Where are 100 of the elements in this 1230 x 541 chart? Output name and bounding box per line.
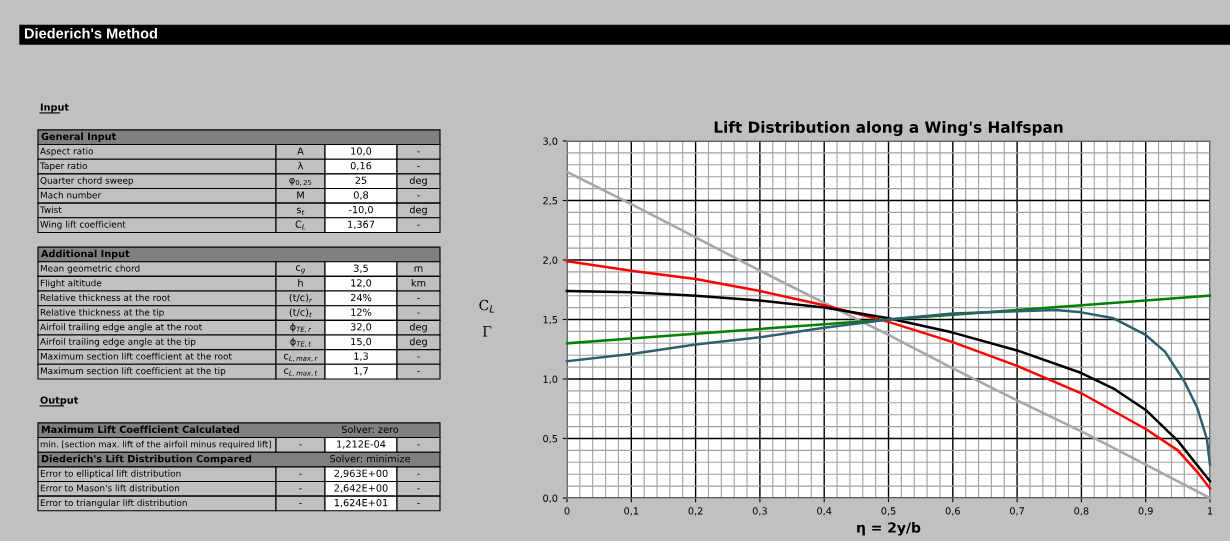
text: Relative thickness at the root: [40, 294, 171, 301]
text: φ$_{0,25}$: [289, 178, 312, 186]
text: Twist: [39, 206, 62, 214]
x-tick-label: 0,4: [817, 507, 832, 516]
text: Maximum Lift Coefficient Calculated: [41, 425, 240, 434]
text: Input: [40, 103, 69, 113]
x-tick-label: 0,3: [752, 507, 767, 516]
y-tick-label: 1,0: [543, 375, 558, 384]
text: (t/c)$_{r}$: [289, 293, 313, 303]
text: m: [414, 266, 423, 272]
text: 24%: [350, 293, 372, 302]
text: 2,963E+00: [334, 469, 388, 478]
x-tick-label: 0,7: [1010, 507, 1024, 516]
text: Aspect ratio: [40, 147, 94, 157]
text: -: [417, 371, 420, 373]
y-tick-label: 3,0: [543, 137, 558, 146]
text: -: [417, 224, 420, 226]
text: c$_{L,max,t}$: [284, 368, 318, 377]
text: C$_{L}$ Γ: [479, 299, 495, 337]
text: min. [section max. lift of the airfoil minus required lift]: [40, 440, 271, 449]
text: Maximum section lift coefficient at the tip: [40, 367, 226, 376]
text: deg: [409, 322, 427, 333]
text: km: [411, 279, 426, 287]
text: Wing lift coefficient: [40, 220, 126, 230]
text: -: [299, 503, 302, 504]
chart-title: Lift Distribution along a Wing's Halfspan: [714, 121, 1063, 136]
text: 1,367: [348, 220, 375, 229]
text: Airfoil trailing edge angle at the root: [40, 323, 202, 332]
text: Diederich's Lift Distribution Compared: [41, 454, 252, 465]
text: -: [417, 356, 420, 358]
text: Error to triangular lift distribution: [40, 499, 187, 508]
text: Diederich's Method: [24, 27, 157, 39]
x-tick-label: 1: [1207, 507, 1213, 515]
line-series: [565, 308, 1212, 466]
y-tick-label: 0,0: [543, 494, 558, 503]
text: Quarter chord sweep: [40, 176, 134, 186]
text: ϕ$_{TE,t}$: [290, 337, 312, 348]
text: 1,624E+01: [334, 498, 388, 508]
x-tick-label: 0,1: [624, 507, 639, 516]
text: Airfoil trailing edge angle at the tip: [40, 338, 196, 347]
text: -: [417, 312, 420, 314]
text: -: [417, 298, 420, 299]
text: Maximum section lift coefficient at the root: [40, 352, 232, 360]
text: Error to elliptical lift distribution: [40, 469, 181, 479]
y-tick-label: 2,5: [543, 196, 558, 206]
text: Solver: zero: [341, 425, 399, 434]
x-tick-label: 0: [564, 507, 570, 515]
text: -: [299, 444, 302, 446]
text: -: [417, 151, 420, 153]
text: Error to Mason's lift distribution: [40, 484, 180, 492]
text: 12,0: [351, 279, 372, 288]
text: -: [299, 488, 302, 490]
text: Mean geometric chord: [40, 264, 140, 274]
text: Relative thickness at the tip: [40, 308, 164, 318]
text: -: [417, 488, 420, 490]
text: A: [297, 147, 304, 155]
text: -: [299, 473, 302, 475]
x-tick-label: 0,6: [945, 507, 960, 516]
text: General Input: [41, 132, 117, 142]
text: c$_{L,max,r}$: [283, 353, 318, 362]
y-tick-label: 1,5: [543, 316, 558, 325]
text: deg: [409, 176, 427, 186]
text: h: [298, 279, 303, 287]
text: ϕ$_{TE,r}$: [290, 322, 312, 333]
text: Mach number: [40, 191, 102, 199]
text: (t/c)$_{t}$: [289, 308, 312, 318]
text: C$_{L}$: [295, 220, 306, 230]
x-tick-label: 0,8: [1074, 507, 1089, 516]
text: 1,3: [354, 352, 368, 361]
text: 25: [355, 176, 367, 184]
text: 15,0: [351, 337, 372, 347]
text: -: [417, 473, 420, 475]
text: -10,0: [348, 205, 373, 215]
text: 1,212E-04: [337, 440, 386, 449]
text: 2,642E+00: [334, 484, 388, 493]
text: 12%: [351, 308, 372, 316]
text: Taper ratio: [39, 162, 88, 171]
y-tick-label: 2,0: [543, 256, 558, 265]
text: Additional Input: [41, 249, 130, 260]
text: c$_{g}$: [295, 265, 305, 274]
text: 32,0: [350, 323, 372, 332]
text: -: [417, 166, 420, 167]
text: Output: [40, 396, 79, 406]
text: deg: [409, 205, 427, 216]
text: 1,7: [354, 367, 368, 376]
text: -: [417, 503, 420, 504]
line-series: [565, 259, 1212, 490]
text: Solver: minimize: [330, 454, 410, 463]
text: 3,5: [354, 264, 368, 273]
text: 0,16: [350, 161, 372, 171]
text: λ: [297, 161, 304, 170]
y-tick-label: 0,5: [543, 434, 558, 444]
text: deg: [409, 337, 427, 348]
x-tick-label: 0,9: [1138, 507, 1153, 516]
text: Flight altitude: [40, 279, 102, 289]
text: M: [297, 191, 304, 199]
x-tick-label: 0,5: [881, 507, 896, 516]
text: 10,0: [351, 147, 372, 156]
text: 0,8: [353, 191, 369, 200]
text: -: [417, 195, 420, 197]
